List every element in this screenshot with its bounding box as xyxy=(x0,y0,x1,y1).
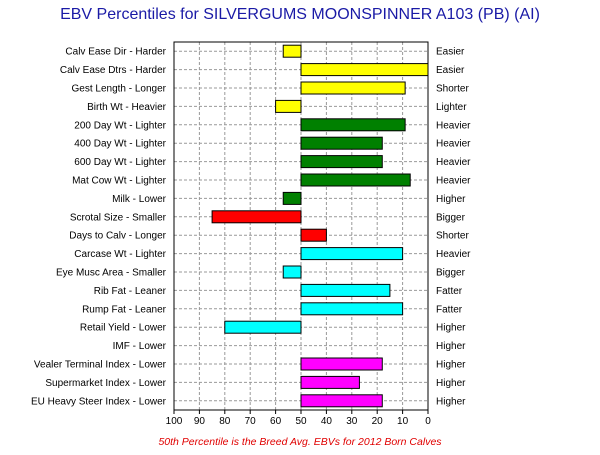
trait-label-right: Higher xyxy=(436,360,466,371)
trait-label-right: Heavier xyxy=(436,120,471,131)
bar xyxy=(300,302,404,316)
trait-label-left: IMF - Lower xyxy=(113,341,167,352)
trait-label-right: Easier xyxy=(436,47,465,58)
trait-label-right: Higher xyxy=(436,396,466,407)
trait-label-right: Heavier xyxy=(436,249,471,260)
trait-label-left: Mat Cow Wt - Lighter xyxy=(72,176,167,187)
trait-label-left: Calv Ease Dtrs - Harder xyxy=(60,65,167,76)
trait-label-left: Gest Length - Longer xyxy=(71,84,166,95)
bar xyxy=(275,99,302,113)
bar xyxy=(300,394,383,408)
trait-label-left: 600 Day Wt - Lighter xyxy=(74,157,166,168)
bar xyxy=(300,118,406,132)
ticks-layer: 100 90 80 70 60 50 40 30 20 10 0 xyxy=(166,410,431,427)
trait-label-left: Scrotal Size - Smaller xyxy=(70,212,167,223)
trait-label-left: Eye Musc Area - Smaller xyxy=(56,268,167,279)
trait-label-right: Higher xyxy=(436,194,466,205)
x-tick-label: 80 xyxy=(219,416,231,427)
x-tick-label: 40 xyxy=(321,416,333,427)
trait-label-left: 400 Day Wt - Lighter xyxy=(74,139,166,150)
x-tick-label: 60 xyxy=(270,416,282,427)
x-tick-label: 30 xyxy=(346,416,358,427)
chart-title: EBV Percentiles for SILVERGUMS MOONSPINN… xyxy=(60,6,540,23)
bar xyxy=(300,173,411,187)
x-tick-label: 10 xyxy=(397,416,409,427)
trait-label-left: Supermarket Index - Lower xyxy=(45,378,166,389)
bar xyxy=(211,210,302,224)
trait-label-right: Shorter xyxy=(436,231,469,242)
bar xyxy=(300,155,383,169)
trait-label-left: Retail Yield - Lower xyxy=(80,323,167,334)
trait-label-right: Bigger xyxy=(436,212,466,223)
trait-label-left: Carcase Wt - Lighter xyxy=(74,249,166,260)
bar xyxy=(282,265,302,279)
bars-layer xyxy=(211,44,429,408)
x-tick-label: 100 xyxy=(166,416,183,427)
bar xyxy=(300,136,383,150)
chart-footnote: 50th Percentile is the Breed Avg. EBVs f… xyxy=(158,436,442,448)
trait-label-right: Heavier xyxy=(436,157,471,168)
trait-label-left: Days to Calv - Longer xyxy=(69,231,166,242)
trait-label-right: Lighter xyxy=(436,102,467,113)
x-tick-label: 90 xyxy=(194,416,206,427)
trait-label-left: Rump Fat - Leaner xyxy=(82,304,167,315)
bar xyxy=(300,357,383,371)
trait-label-left: 200 Day Wt - Lighter xyxy=(74,120,166,131)
trait-label-right: Bigger xyxy=(436,268,466,279)
bar xyxy=(300,81,406,95)
x-tick-label: 50 xyxy=(295,416,307,427)
trait-label-right: Higher xyxy=(436,378,466,389)
trait-label-right: Fatter xyxy=(436,286,463,297)
trait-label-right: Heavier xyxy=(436,139,471,150)
x-tick-label: 70 xyxy=(245,416,257,427)
bar xyxy=(300,63,429,77)
bar xyxy=(300,247,404,261)
trait-label-right: Higher xyxy=(436,341,466,352)
bar xyxy=(282,191,302,205)
bar xyxy=(224,320,302,334)
trait-label-left: Calv Ease Dir - Harder xyxy=(65,47,166,58)
bar xyxy=(300,228,327,242)
trait-label-left: Milk - Lower xyxy=(112,194,167,205)
bar xyxy=(300,375,360,389)
trait-label-right: Higher xyxy=(436,323,466,334)
trait-label-right: Shorter xyxy=(436,84,469,95)
trait-label-right: Fatter xyxy=(436,304,463,315)
trait-label-right: Heavier xyxy=(436,176,471,187)
grid-layer xyxy=(174,42,428,410)
x-tick-label: 0 xyxy=(425,416,431,427)
labels-layer: Calv Ease Dir - Harder Easier Calv Ease Dt… xyxy=(31,47,471,408)
trait-label-left: Vealer Terminal Index - Lower xyxy=(34,360,167,371)
trait-label-left: Birth Wt - Heavier xyxy=(87,102,167,113)
bar xyxy=(300,283,391,297)
bar xyxy=(282,44,302,58)
trait-label-left: EU Heavy Steer Index - Lower xyxy=(31,396,167,407)
trait-label-left: Rib Fat - Leaner xyxy=(94,286,167,297)
x-tick-label: 20 xyxy=(372,416,384,427)
trait-label-right: Easier xyxy=(436,65,465,76)
